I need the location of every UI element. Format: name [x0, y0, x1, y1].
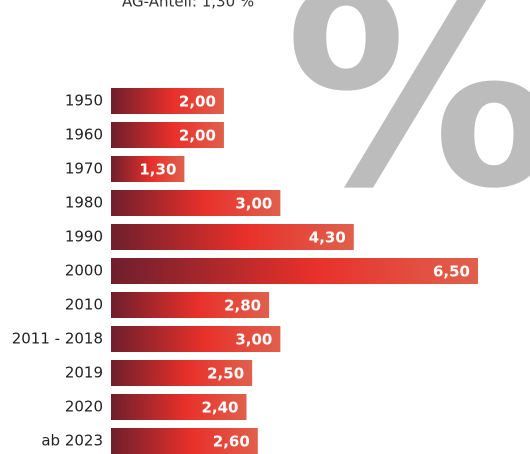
value-label: 4,30 [309, 229, 346, 247]
value-label: 1,30 [139, 161, 176, 179]
value-label: 2,00 [179, 93, 216, 111]
bar [111, 326, 281, 352]
bar [111, 292, 270, 318]
category-label: 1990 [65, 228, 103, 246]
bar [111, 428, 258, 454]
category-label: 2011 - 2018 [12, 330, 103, 348]
category-label: 1950 [65, 92, 103, 110]
annotation: AG-Anteil: 1,30 % [122, 0, 254, 11]
category-label: 2000 [65, 262, 103, 280]
bar [111, 224, 354, 250]
value-label: 2,50 [207, 365, 244, 383]
bar [111, 360, 253, 386]
category-label: 1960 [65, 126, 103, 144]
value-label: 2,60 [213, 433, 250, 451]
value-label: 2,00 [179, 127, 216, 145]
category-label: 1980 [65, 194, 103, 212]
bar [111, 156, 185, 182]
bar [111, 88, 224, 114]
category-label: 2020 [65, 398, 103, 416]
value-label: 2,40 [201, 399, 238, 417]
value-label: 3,00 [235, 195, 272, 213]
bar [111, 122, 224, 148]
category-label: 2019 [65, 364, 103, 382]
value-label: 6,50 [433, 263, 470, 281]
category-label: ab 2023 [41, 432, 103, 450]
value-label: 3,00 [235, 331, 272, 349]
bar [111, 190, 281, 216]
bar [111, 394, 247, 420]
percent-symbol: % [285, 0, 530, 248]
bar [111, 258, 478, 284]
category-label: 1970 [65, 160, 103, 178]
category-label: 2010 [65, 296, 103, 314]
value-label: 2,80 [224, 297, 261, 315]
